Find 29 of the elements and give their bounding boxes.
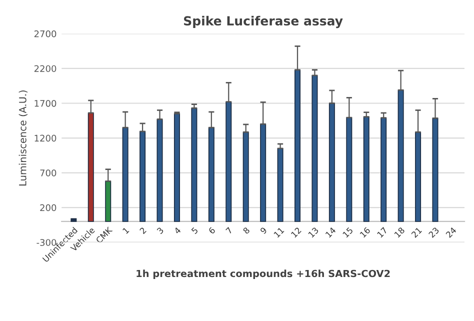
x-tick-label: 1 [122,227,130,234]
y-tick-label: 1700 [34,100,56,107]
x-tick-label: 15 [342,227,354,238]
x-tick-label: 24 [446,226,457,238]
y-axis-title: Luminiscence (A.U.) [18,90,28,186]
x-tick-label: 23 [428,226,440,238]
x-tick-label: 18 [394,226,405,238]
x-tick-label: 9 [260,226,268,234]
x-tick-label: 6 [208,226,216,234]
x-tick-label: 16 [360,226,371,238]
x-tick-label: 2 [139,227,146,234]
y-tick-label: 700 [40,170,56,176]
x-tick-label: 8 [242,226,250,234]
x-tick-label: 5 [191,227,198,234]
x-tick-label: 14 [325,226,336,238]
x-tick-label: 3 [156,226,164,234]
y-tick-label: 200 [40,204,56,212]
x-tick-label: 17 [376,227,388,238]
y-tick-label: 2700 [34,30,56,38]
x-tick-label: 7 [226,227,233,234]
y-tick-label: 2200 [34,65,56,72]
chart-title: Spike Luciferase assay [184,16,343,28]
x-axis-title: 1h pretreatment compounds +16h SARS-COV2 [136,270,390,280]
x-tick-label: 11 [274,227,284,238]
y-tick-label: 1200 [34,134,56,142]
x-tick-label: 13 [308,226,319,238]
x-tick-label: 21 [411,227,422,238]
x-tick-label: 4 [174,226,182,234]
x-tick-label: 12 [290,227,302,238]
